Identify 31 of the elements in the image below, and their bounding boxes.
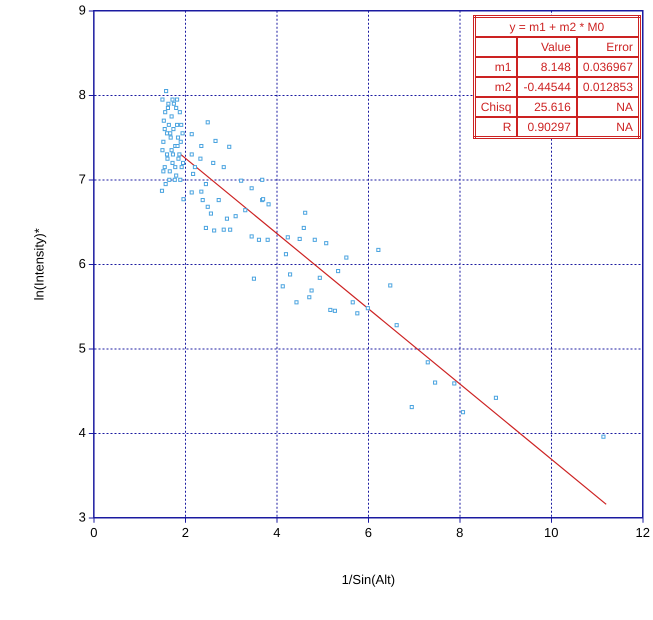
annotation: R <box>474 116 518 138</box>
annotation: m2 <box>474 76 518 97</box>
annotation: 25.616 <box>517 96 577 117</box>
x-axis-title: 1/Sin(Alt) <box>342 572 396 587</box>
y-tick-label: 4 <box>78 424 86 440</box>
y-tick-label: 8 <box>78 86 86 102</box>
annotation: 0.90297 <box>517 116 577 138</box>
x-tick-label: 12 <box>636 525 650 540</box>
x-tick-label: 0 <box>90 525 98 540</box>
annotation: Error <box>576 36 640 57</box>
y-tick-label: 3 <box>78 509 86 524</box>
y-tick-label: 9 <box>78 2 86 18</box>
annotation: y = m1 + m2 * M0 <box>474 16 640 37</box>
x-tick-label: 6 <box>364 525 372 540</box>
annotation: Chisq <box>474 96 518 117</box>
annotation: NA <box>576 96 640 117</box>
x-tick-label: 4 <box>273 525 280 540</box>
annotation: NA <box>576 116 640 138</box>
annotation: 0.036967 <box>576 56 640 77</box>
x-tick-label: 8 <box>456 525 464 540</box>
annotation: 0.012853 <box>576 76 640 97</box>
y-tick-label: 5 <box>78 340 86 356</box>
x-tick-label: 10 <box>544 525 559 540</box>
y-axis-title: ln(Intensity)* <box>31 228 46 300</box>
annotation: 8.148 <box>517 56 577 77</box>
annotation: -0.44544 <box>517 76 577 97</box>
x-tick-label: 2 <box>182 525 189 540</box>
y-tick-label: 7 <box>78 171 86 186</box>
annotation: Value <box>517 36 577 57</box>
annotation: m1 <box>474 56 518 77</box>
y-tick-label: 6 <box>78 256 86 271</box>
